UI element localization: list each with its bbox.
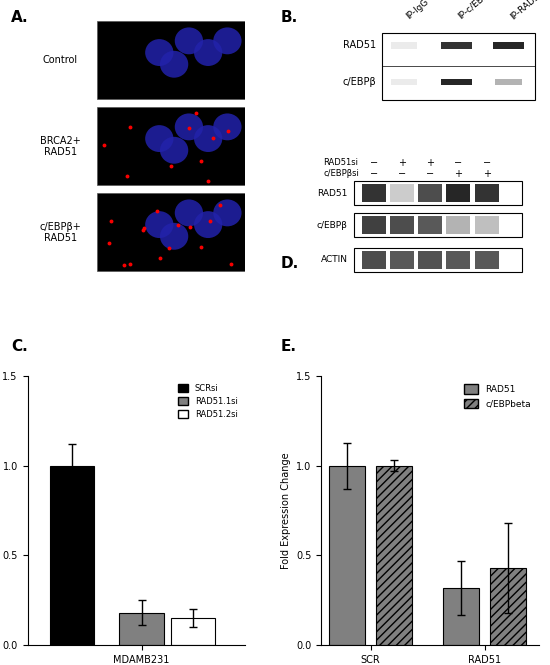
Bar xyxy=(418,216,442,234)
Ellipse shape xyxy=(213,27,241,55)
Bar xyxy=(443,588,480,645)
Text: −: − xyxy=(370,158,378,168)
Text: −: − xyxy=(370,170,378,180)
Text: −: − xyxy=(398,170,406,180)
Bar xyxy=(447,184,470,202)
Text: IP-RAD51: IP-RAD51 xyxy=(509,0,546,21)
Bar xyxy=(391,78,417,85)
Ellipse shape xyxy=(160,51,188,78)
Bar xyxy=(354,181,521,205)
Bar xyxy=(361,184,386,202)
Text: IP-IgG: IP-IgG xyxy=(404,0,430,21)
Text: c/EBPβ: c/EBPβ xyxy=(342,77,376,87)
Text: RAD51: RAD51 xyxy=(317,189,348,198)
Bar xyxy=(361,251,386,269)
Ellipse shape xyxy=(175,114,203,140)
Ellipse shape xyxy=(160,137,188,164)
Bar xyxy=(441,78,471,85)
Ellipse shape xyxy=(175,27,203,55)
Text: BRCA2+
RAD51: BRCA2+ RAD51 xyxy=(40,136,80,157)
Text: B.: B. xyxy=(280,10,298,25)
Bar xyxy=(97,107,245,186)
Ellipse shape xyxy=(160,223,188,250)
Bar xyxy=(354,213,521,237)
Bar xyxy=(496,78,521,85)
Text: RAD51si: RAD51si xyxy=(323,158,359,167)
Text: −: − xyxy=(483,158,491,168)
Text: −: − xyxy=(426,170,434,180)
Bar xyxy=(441,42,471,49)
Bar xyxy=(493,42,524,49)
Ellipse shape xyxy=(194,39,222,66)
Bar xyxy=(475,184,499,202)
Text: +: + xyxy=(483,170,491,180)
Bar xyxy=(447,216,470,234)
Ellipse shape xyxy=(145,39,173,66)
Bar xyxy=(119,612,163,645)
Text: ACTIN: ACTIN xyxy=(321,255,348,264)
Legend: RAD51, c/EBPbeta: RAD51, c/EBPbeta xyxy=(461,381,535,412)
Y-axis label: Fold Expression Change: Fold Expression Change xyxy=(280,452,291,569)
Text: c/EBPβsi: c/EBPβsi xyxy=(323,170,359,178)
Text: +: + xyxy=(398,158,406,168)
Bar xyxy=(376,465,412,645)
Ellipse shape xyxy=(213,114,241,140)
Bar xyxy=(171,618,216,645)
Text: −: − xyxy=(454,158,463,168)
Text: A.: A. xyxy=(11,10,29,25)
Bar xyxy=(418,184,442,202)
Bar xyxy=(475,216,499,234)
Ellipse shape xyxy=(194,211,222,238)
Bar xyxy=(329,465,365,645)
Text: c/EBPβ+
RAD51: c/EBPβ+ RAD51 xyxy=(39,221,81,243)
Ellipse shape xyxy=(194,125,222,152)
Ellipse shape xyxy=(145,125,173,152)
Text: IP-c/EBPβ: IP-c/EBPβ xyxy=(456,0,494,21)
Text: Control: Control xyxy=(42,55,78,65)
Text: D.: D. xyxy=(280,256,299,271)
Bar xyxy=(390,216,414,234)
Bar xyxy=(390,184,414,202)
Bar xyxy=(390,251,414,269)
Ellipse shape xyxy=(175,200,203,226)
Text: RAD51: RAD51 xyxy=(343,41,376,51)
Text: c/EBPβ: c/EBPβ xyxy=(317,221,348,229)
Bar xyxy=(391,42,417,49)
Bar xyxy=(382,33,535,100)
Bar xyxy=(447,251,470,269)
Bar xyxy=(97,194,245,271)
Ellipse shape xyxy=(213,200,241,226)
Text: E.: E. xyxy=(280,339,296,354)
Bar xyxy=(50,465,94,645)
Text: +: + xyxy=(426,158,434,168)
Legend: SCRsi, RAD51.1si, RAD51.2si: SCRsi, RAD51.1si, RAD51.2si xyxy=(175,380,241,422)
Text: +: + xyxy=(454,170,463,180)
Bar xyxy=(97,21,245,99)
Ellipse shape xyxy=(145,211,173,238)
Bar xyxy=(418,251,442,269)
Bar xyxy=(490,568,526,645)
Bar xyxy=(354,247,521,272)
Text: C.: C. xyxy=(11,339,28,354)
Bar xyxy=(475,251,499,269)
Bar xyxy=(361,216,386,234)
